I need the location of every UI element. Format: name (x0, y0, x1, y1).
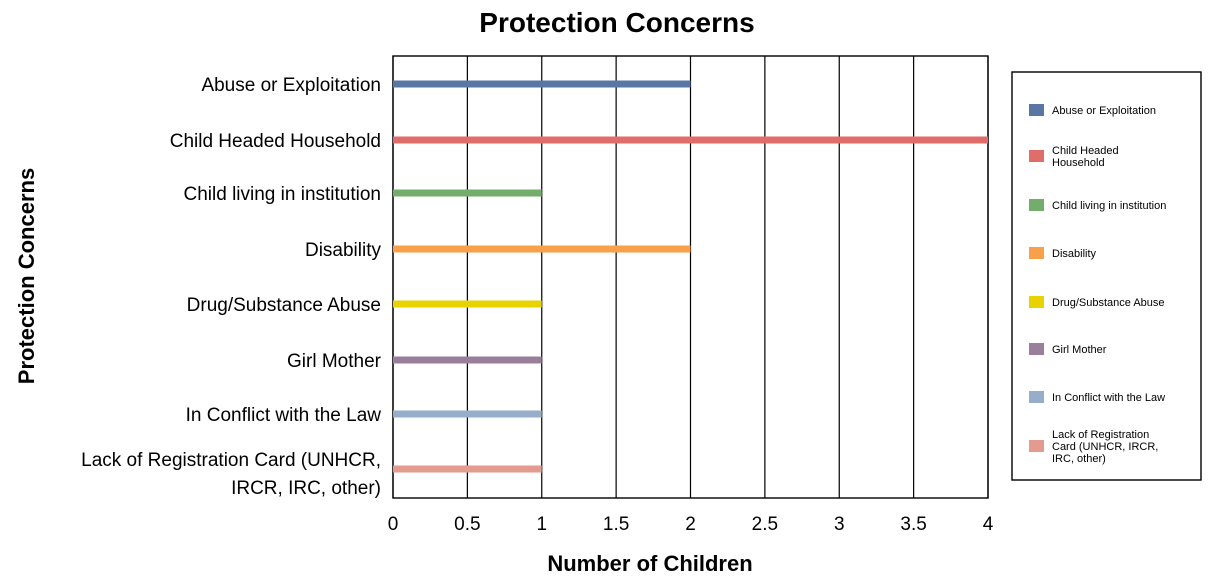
legend-label: Child Headed (1052, 145, 1119, 157)
legend-label: Household (1052, 157, 1105, 169)
bar-7 (393, 410, 542, 418)
bar-5 (393, 300, 542, 308)
x-tick-label: 4 (983, 514, 994, 535)
legend-label: Child living in institution (1052, 200, 1166, 212)
y-axis-title: Protection Concerns (14, 168, 39, 384)
bar-2 (393, 136, 988, 144)
x-tick-label: 1 (536, 514, 547, 535)
legend-label: Disability (1052, 248, 1097, 260)
legend-label: Girl Mother (1052, 344, 1107, 356)
plot-area: 0 0.5 1 1.5 2 2.5 3 3.5 4 Abuse or Exploitation Ch… (81, 55, 994, 535)
category-label: Abuse or Exploitation (201, 75, 381, 96)
legend-swatch (1029, 391, 1044, 403)
legend-label: Lack of Registration (1052, 429, 1149, 441)
category-label-line: IRCR, IRC, other) (231, 478, 381, 499)
category-label: Child living in institution (184, 184, 382, 205)
x-tick-label: 3.5 (900, 514, 926, 535)
category-label: In Conflict with the Law (186, 405, 382, 426)
legend-label: In Conflict with the Law (1052, 392, 1165, 404)
legend-swatch (1029, 247, 1044, 259)
bar-1 (393, 80, 691, 88)
legend-swatch (1029, 199, 1044, 211)
category-label: Child Headed Household (170, 131, 381, 152)
legend: Abuse or Exploitation Child HeadedHouseho… (1011, 71, 1202, 481)
category-label: Drug/Substance Abuse (187, 295, 381, 316)
chart-title: Protection Concerns (479, 7, 754, 38)
x-tick-label: 2.5 (752, 514, 778, 535)
bar-3 (393, 189, 542, 197)
legend-swatch (1029, 104, 1044, 116)
legend-swatch (1029, 440, 1044, 452)
legend-label: Drug/Substance Abuse (1052, 297, 1165, 309)
bar-8 (393, 465, 542, 473)
category-label: Girl Mother (287, 351, 382, 372)
legend-swatch (1029, 150, 1044, 162)
legend-box (1011, 71, 1202, 481)
category-label-line: Lack of Registration Card (UNHCR, (81, 450, 381, 471)
x-tick-label: 2 (685, 514, 696, 535)
x-tick-label: 0.5 (454, 514, 480, 535)
x-tick-label: 1.5 (603, 514, 629, 535)
legend-swatch (1029, 343, 1044, 355)
x-tick-label: 3 (834, 514, 845, 535)
category-label: Disability (305, 240, 382, 261)
legend-label: IRC, other) (1052, 453, 1106, 465)
legend-label: Card (UNHCR, IRCR, (1052, 441, 1158, 453)
legend-swatch (1029, 296, 1044, 308)
bar-6 (393, 356, 542, 364)
x-axis-title: Number of Children (547, 551, 752, 576)
bar-4 (393, 245, 691, 253)
x-tick-label: 0 (388, 514, 399, 535)
legend-label: Abuse or Exploitation (1052, 105, 1156, 117)
